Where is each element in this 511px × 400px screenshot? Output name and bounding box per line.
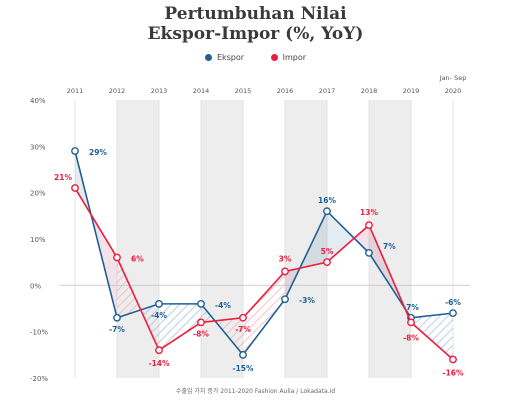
series-line-ekspor: [74, 150, 454, 357]
series-line-impor: [74, 187, 454, 361]
data-label-impor: 13%: [360, 208, 378, 217]
data-label-impor: 6%: [131, 255, 144, 264]
y-tick-label: 30%: [30, 143, 46, 151]
chart-footer: 수출입 가치 증가 2011-2020 Fashion Aulia / Loka…: [175, 388, 336, 395]
data-label-ekspor: 16%: [318, 196, 336, 205]
shaded-column-2018: [369, 100, 411, 378]
y-tick-label: -10%: [30, 329, 48, 337]
point-impor: [197, 318, 205, 327]
point-ekspor: [155, 299, 163, 308]
data-label-ekspor: -7%: [403, 303, 419, 312]
point-impor: [365, 221, 373, 230]
data-label-impor: -14%: [148, 359, 170, 368]
point-ekspor: [71, 147, 79, 155]
x-tick-label: 2012: [109, 87, 126, 95]
difference-area: [117, 257, 141, 318]
x-tick-label: Jan- Sep: [439, 74, 467, 82]
data-label-ekspor: -15%: [232, 364, 254, 373]
x-tick-label: 2015: [235, 87, 252, 95]
point-ekspor: [365, 248, 373, 257]
point-ekspor: [113, 313, 121, 322]
legend-dot-ekspor: [204, 54, 212, 61]
chart-title-line1: Pertumbuhan Nilai: [164, 4, 347, 24]
point-impor: [71, 184, 79, 192]
difference-area: [411, 313, 453, 360]
point-impor: [407, 318, 415, 327]
point-ekspor: [197, 299, 205, 308]
legend: Ekspor Impor: [0, 53, 511, 63]
data-label-impor: -7%: [235, 325, 251, 334]
data-label-ekspor: -4%: [215, 301, 231, 310]
legend-item-impor: Impor: [270, 53, 307, 62]
point-impor: [155, 346, 163, 355]
data-label-ekspor: -7%: [109, 325, 125, 334]
point-impor: [449, 355, 457, 364]
point-ekspor: [323, 207, 331, 216]
x-tick-label: 2019: [403, 87, 420, 95]
y-tick-label: 20%: [30, 190, 46, 198]
point-impor: [323, 258, 331, 267]
data-label-impor: -16%: [442, 368, 464, 377]
data-label-impor: -8%: [403, 333, 419, 342]
data-label-impor: -8%: [193, 329, 209, 338]
data-label-impor: 3%: [279, 254, 292, 263]
point-ekspor: [449, 309, 457, 318]
x-tick-label: 2016: [277, 87, 294, 95]
data-label-ekspor: 7%: [383, 242, 396, 251]
point-impor: [281, 267, 289, 276]
point-ekspor: [281, 295, 289, 304]
point-impor: [239, 313, 247, 322]
y-tick-label: 10%: [30, 236, 46, 244]
difference-area: [243, 271, 285, 355]
difference-area: [159, 303, 201, 351]
chart-title-line2: Ekspor-Impor (%, YoY): [147, 24, 364, 44]
y-tick-label: -20%: [30, 375, 48, 383]
x-tick-label: 2020: [445, 87, 462, 95]
y-tick-label: 40%: [30, 97, 46, 105]
legend-dot-impor: [270, 54, 278, 61]
x-tick-label: 2017: [319, 87, 336, 95]
data-label-impor: 21%: [54, 173, 72, 182]
data-label-ekspor: -4%: [151, 311, 167, 320]
legend-label-ekspor: Ekspor: [216, 53, 245, 62]
difference-area: [327, 211, 355, 263]
x-tick-label: 2013: [151, 87, 168, 95]
x-tick-label: 2014: [193, 87, 210, 95]
point-impor: [113, 253, 121, 262]
point-ekspor: [239, 350, 247, 359]
legend-label-impor: Impor: [282, 53, 307, 62]
x-tick-label: 2018: [361, 87, 378, 95]
data-label-ekspor: 29%: [89, 148, 107, 157]
data-label-impor: 5%: [321, 247, 334, 256]
y-tick-label: 0%: [30, 282, 41, 290]
x-tick-label: 2011: [67, 87, 84, 95]
data-label-ekspor: -6%: [445, 298, 461, 307]
legend-item-ekspor: Ekspor: [204, 53, 245, 62]
shaded-column-2016: [285, 100, 327, 378]
difference-area: [354, 225, 369, 253]
data-label-ekspor: -3%: [299, 296, 315, 305]
